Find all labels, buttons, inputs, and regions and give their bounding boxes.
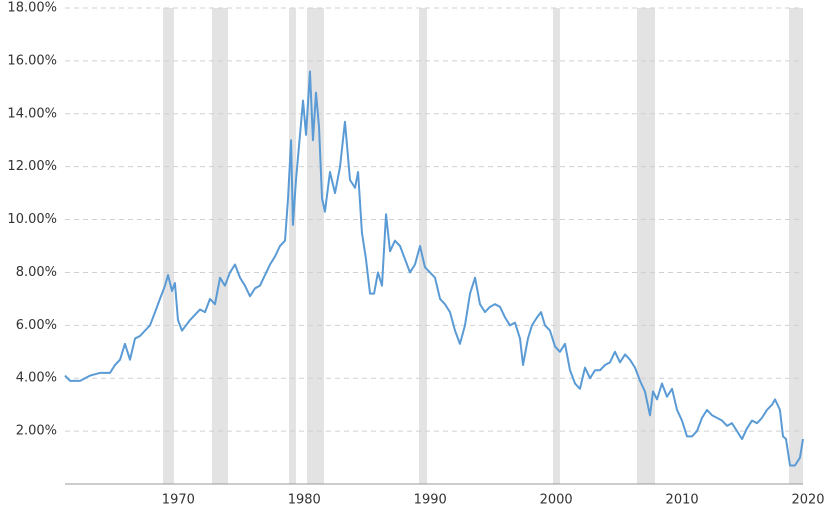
recession-band xyxy=(211,8,228,484)
recession-band xyxy=(553,8,560,484)
y-tick-label: 4.00% xyxy=(16,371,57,386)
recession-band xyxy=(162,8,174,484)
y-tick-label: 6.00% xyxy=(16,318,57,333)
recession-band xyxy=(789,8,803,484)
x-tick-label: 1980 xyxy=(288,493,321,508)
x-tick-label: 2020 xyxy=(791,493,824,508)
yield-line xyxy=(64,70,804,467)
x-tick-label: 2000 xyxy=(540,493,573,508)
x-tick-label: 1970 xyxy=(162,493,195,508)
y-tick-label: 10.00% xyxy=(7,212,57,227)
y-tick-label: 8.00% xyxy=(16,265,57,280)
y-tick-label: 12.00% xyxy=(7,159,57,174)
y-tick-label: 18.00% xyxy=(7,1,57,16)
recession-band xyxy=(419,8,427,484)
y-tick-label: 2.00% xyxy=(16,424,57,439)
recession-band xyxy=(637,8,656,484)
x-tick-label: 1990 xyxy=(414,493,447,508)
x-tick-label: 2010 xyxy=(666,493,699,508)
y-tick-label: 14.00% xyxy=(7,106,57,121)
y-tick-label: 16.00% xyxy=(7,53,57,68)
recession-band xyxy=(289,8,296,484)
